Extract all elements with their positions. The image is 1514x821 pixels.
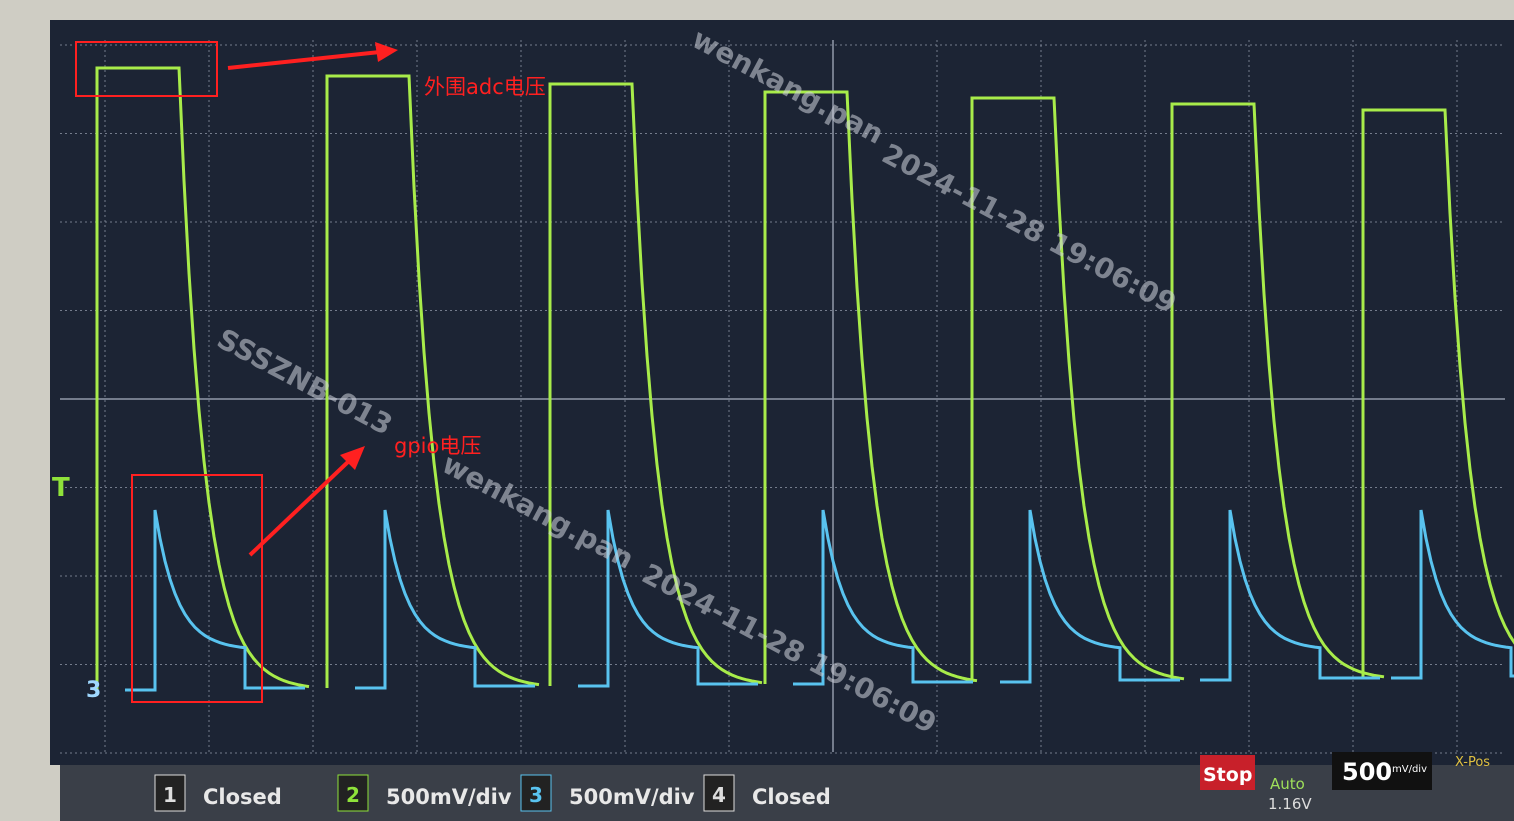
channel-setting: 500mV/div [569, 785, 695, 809]
channel-badge [337, 774, 369, 812]
channel-setting: Closed [203, 785, 282, 809]
arrow-head [375, 42, 398, 62]
channel-number: 3 [529, 783, 543, 807]
channel-badge [520, 774, 552, 812]
status-bar [60, 765, 1514, 821]
ch2-wave [95, 66, 1514, 690]
trigger-marker: T [52, 473, 70, 503]
ch3-wave [125, 509, 1514, 692]
waveforms [95, 66, 1514, 692]
highlight-box [131, 474, 263, 703]
annotation: 外围adc电压 [424, 75, 546, 99]
arrow [227, 50, 381, 70]
grid [60, 40, 1505, 754]
run-state-label: Stop [1203, 764, 1252, 786]
channel-number: 2 [346, 783, 360, 807]
channel-setting: Closed [752, 785, 831, 809]
highlight-box [75, 41, 218, 97]
channel-bar: 1 Closed 2 500mV/div 3 500mV/div 4 Closed [154, 774, 831, 812]
trigger-level: 1.16V [1268, 795, 1312, 813]
trigger-mode: Auto [1270, 775, 1305, 793]
channel-badge [154, 774, 186, 812]
timebase-unit: mV/div [1392, 764, 1427, 775]
run-state [1200, 755, 1255, 790]
annotation: gpio电压 [394, 434, 481, 458]
channel-badge [703, 774, 735, 812]
channel-number: 1 [163, 783, 177, 807]
ch3-marker: 3 [86, 678, 101, 703]
arrow-head [340, 446, 365, 470]
timebase: 500 [1342, 758, 1392, 786]
arrow [248, 458, 352, 557]
timebase-box [1332, 752, 1432, 790]
channel-number: 4 [712, 783, 726, 807]
channel-setting: 500mV/div [386, 785, 512, 809]
xpos-label: X-Pos [1455, 755, 1490, 770]
